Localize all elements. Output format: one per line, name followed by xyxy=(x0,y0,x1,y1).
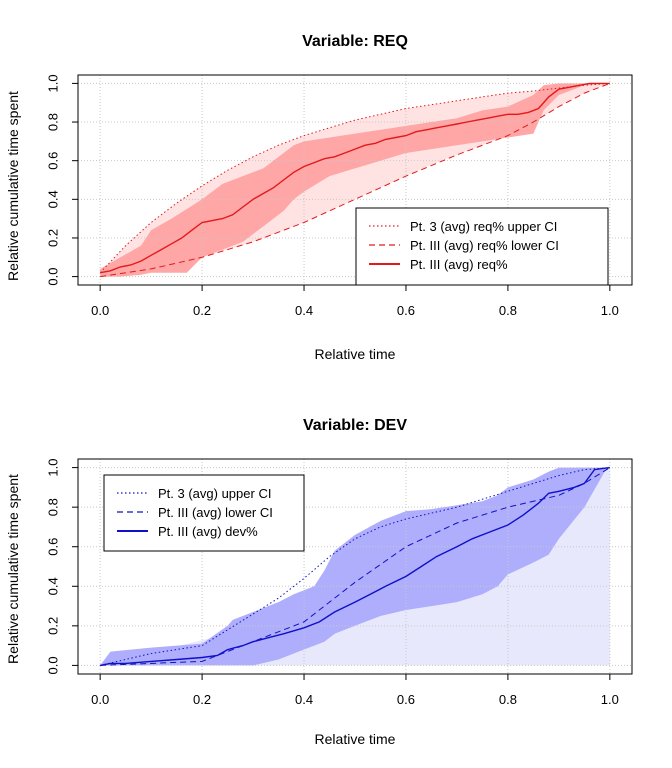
x-tick-label: 0.6 xyxy=(397,692,415,707)
band-inner-area xyxy=(100,467,610,666)
legend-label: Pt. III (avg) req% xyxy=(410,257,508,272)
y-tick-label: 0.4 xyxy=(45,577,60,595)
legend-label: Pt. III (avg) lower CI xyxy=(158,505,273,520)
y-tick-label: 0.6 xyxy=(45,152,60,170)
x-tick-label: 0.6 xyxy=(397,303,415,318)
y-tick-label: 1.0 xyxy=(45,74,60,92)
chart-title: Variable: REQ xyxy=(302,33,408,50)
req-panel: Variable: REQ Relative time Relative cum… xyxy=(5,33,633,362)
band-inner-area xyxy=(100,83,610,277)
y-tick-label: 0.8 xyxy=(45,498,60,516)
legend-label: Pt. 3 (avg) req% upper CI xyxy=(410,219,557,234)
x-tick-label: 0.4 xyxy=(295,303,313,318)
x-tick-label: 0.0 xyxy=(91,303,109,318)
y-tick-label: 0.2 xyxy=(45,617,60,635)
legend: Pt. 3 (avg) upper CI Pt. III (avg) lower … xyxy=(103,474,305,552)
x-tick-label: 0.0 xyxy=(91,692,109,707)
y-tick-label: 0.0 xyxy=(45,268,60,286)
x-tick-label: 0.2 xyxy=(193,692,211,707)
series-line-1 xyxy=(100,467,611,666)
x-tick-label: 0.2 xyxy=(193,303,211,318)
band-outer-area xyxy=(100,467,610,666)
legend: Pt. 3 (avg) req% upper CI Pt. III (avg) r… xyxy=(355,207,609,286)
y-tick-label: 0.8 xyxy=(45,113,60,131)
y-tick-label: 0.6 xyxy=(45,538,60,556)
legend-label: Pt. III (avg) dev% xyxy=(158,524,258,539)
y-axis-label: Relative cumulative time spent xyxy=(5,91,21,281)
x-tick-label: 1.0 xyxy=(601,303,619,318)
series-line-1 xyxy=(100,82,610,278)
legend-box xyxy=(355,207,609,286)
x-axis-label: Relative time xyxy=(315,731,396,747)
x-tick-label: 1.0 xyxy=(601,692,619,707)
y-tick-label: 0.4 xyxy=(45,190,60,208)
x-tick-label: 0.8 xyxy=(499,303,517,318)
y-tick-label: 1.0 xyxy=(45,459,60,477)
y-tick-label: 0.2 xyxy=(45,229,60,247)
legend-label: Pt. 3 (avg) upper CI xyxy=(158,486,271,501)
x-tick-label: 0.4 xyxy=(295,692,313,707)
legend-label: Pt. III (avg) req% lower CI xyxy=(410,238,559,253)
y-tick-label: 0.0 xyxy=(45,656,60,674)
dev-panel: Variable: DEV Relative time Relative cum… xyxy=(5,417,633,747)
series-line-2 xyxy=(100,82,610,274)
series-line-2 xyxy=(100,466,610,667)
y-axis-label: Relative cumulative time spent xyxy=(5,474,21,664)
legend-box xyxy=(103,474,305,552)
x-tick-label: 0.8 xyxy=(499,692,517,707)
x-axis-label: Relative time xyxy=(315,346,396,362)
chart-title: Variable: DEV xyxy=(303,417,407,434)
